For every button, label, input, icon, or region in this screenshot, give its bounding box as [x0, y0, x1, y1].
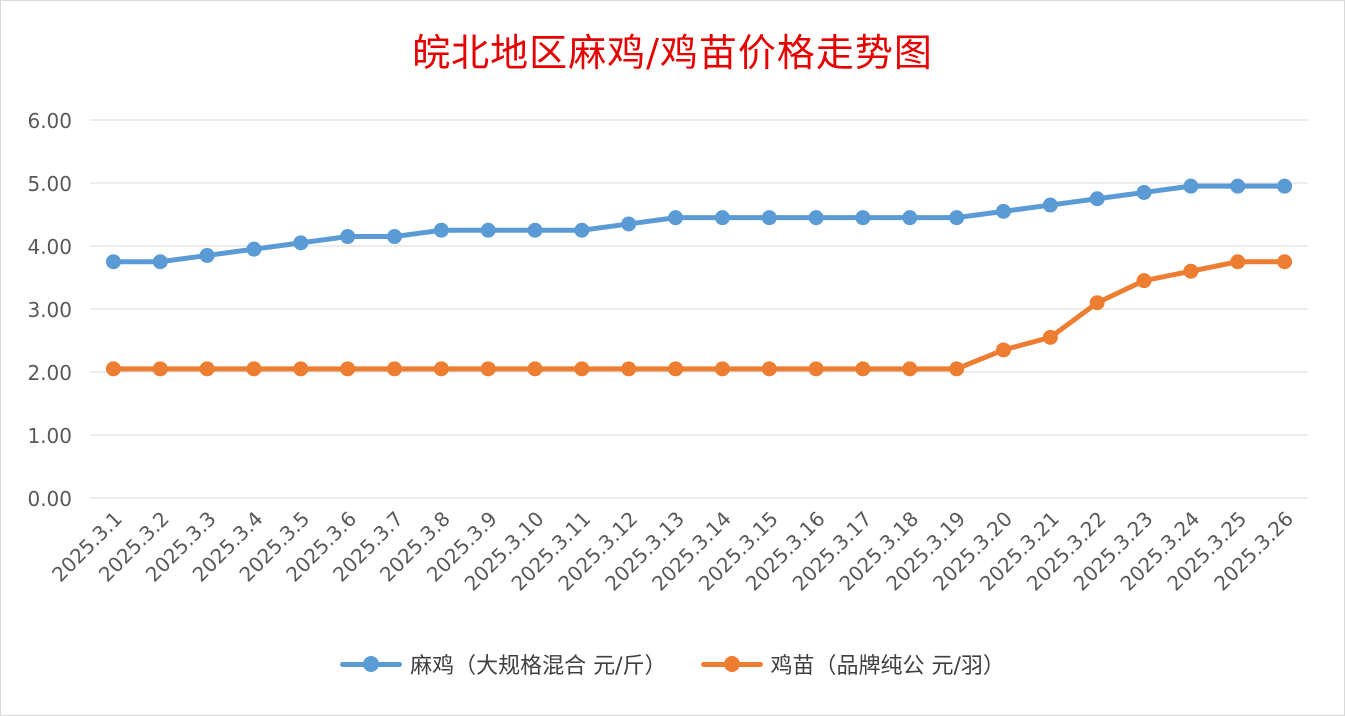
- chart-title: 皖北地区麻鸡/鸡苗价格走势图: [412, 31, 933, 75]
- data-point: [105, 361, 121, 377]
- data-point: [996, 203, 1011, 219]
- y-tick-label: 2.00: [27, 361, 72, 385]
- data-point: [1042, 197, 1058, 213]
- series-line-1: [110, 259, 1288, 372]
- data-point: [199, 247, 215, 263]
- data-point: [1089, 191, 1105, 207]
- data-point: [387, 361, 402, 377]
- data-point: [668, 361, 684, 377]
- data-point: [1277, 178, 1293, 194]
- y-tick-label: 6.00: [27, 109, 72, 133]
- data-point: [714, 361, 730, 377]
- legend-item-chick[interactable]: 鸡苗（品牌纯公 元/羽）: [700, 648, 1005, 680]
- y-tick-label: 4.00: [27, 235, 72, 259]
- data-point: [480, 222, 496, 238]
- y-tick-label: 0.00: [27, 487, 72, 511]
- data-point: [668, 210, 684, 226]
- data-point: [105, 254, 121, 270]
- data-point: [340, 229, 356, 245]
- data-point: [293, 361, 309, 377]
- legend-swatch-chick: [700, 654, 763, 674]
- legend-swatch-machicken: [340, 654, 403, 674]
- data-point: [152, 254, 168, 270]
- data-point: [1230, 254, 1246, 270]
- data-point: [433, 222, 449, 238]
- y-tick-label: 1.00: [27, 424, 72, 448]
- data-point: [902, 361, 918, 377]
- data-point: [527, 222, 543, 238]
- legend-label-machicken: 麻鸡（大规格混合 元/斤）: [410, 654, 667, 679]
- data-point: [761, 210, 777, 226]
- data-point: [855, 361, 871, 377]
- data-point: [808, 210, 824, 226]
- data-point: [152, 361, 168, 377]
- legend-item-machicken[interactable]: 麻鸡（大规格混合 元/斤）: [340, 648, 667, 680]
- series-line-0: [110, 183, 1288, 265]
- data-point: [621, 361, 637, 377]
- data-point: [293, 235, 309, 251]
- data-point: [855, 210, 871, 226]
- data-point: [902, 210, 918, 226]
- data-point: [433, 361, 449, 377]
- data-point: [949, 361, 965, 377]
- y-tick-label: 5.00: [27, 172, 72, 196]
- legend: 麻鸡（大规格混合 元/斤） 鸡苗（品牌纯公 元/羽）: [0, 648, 1345, 680]
- data-point: [1136, 273, 1152, 289]
- data-point: [1183, 178, 1199, 194]
- data-point: [761, 361, 777, 377]
- data-point: [996, 342, 1011, 358]
- data-point: [808, 361, 824, 377]
- legend-label-chick: 鸡苗（品牌纯公 元/羽）: [770, 654, 1005, 679]
- data-point: [949, 210, 965, 226]
- data-point: [340, 361, 356, 377]
- data-point: [527, 361, 543, 377]
- data-point: [199, 361, 215, 377]
- data-point: [1230, 178, 1246, 194]
- y-tick-label: 3.00: [27, 298, 72, 322]
- data-point: [714, 210, 730, 226]
- data-point: [1042, 329, 1058, 345]
- data-point: [387, 229, 402, 245]
- data-point: [246, 361, 262, 377]
- data-point: [480, 361, 496, 377]
- data-point: [1089, 295, 1105, 311]
- data-point: [1183, 263, 1199, 279]
- data-point: [574, 222, 590, 238]
- data-point: [574, 361, 590, 377]
- data-point: [621, 216, 637, 232]
- data-point: [1277, 254, 1293, 270]
- data-point: [1136, 184, 1152, 200]
- data-point: [246, 241, 262, 257]
